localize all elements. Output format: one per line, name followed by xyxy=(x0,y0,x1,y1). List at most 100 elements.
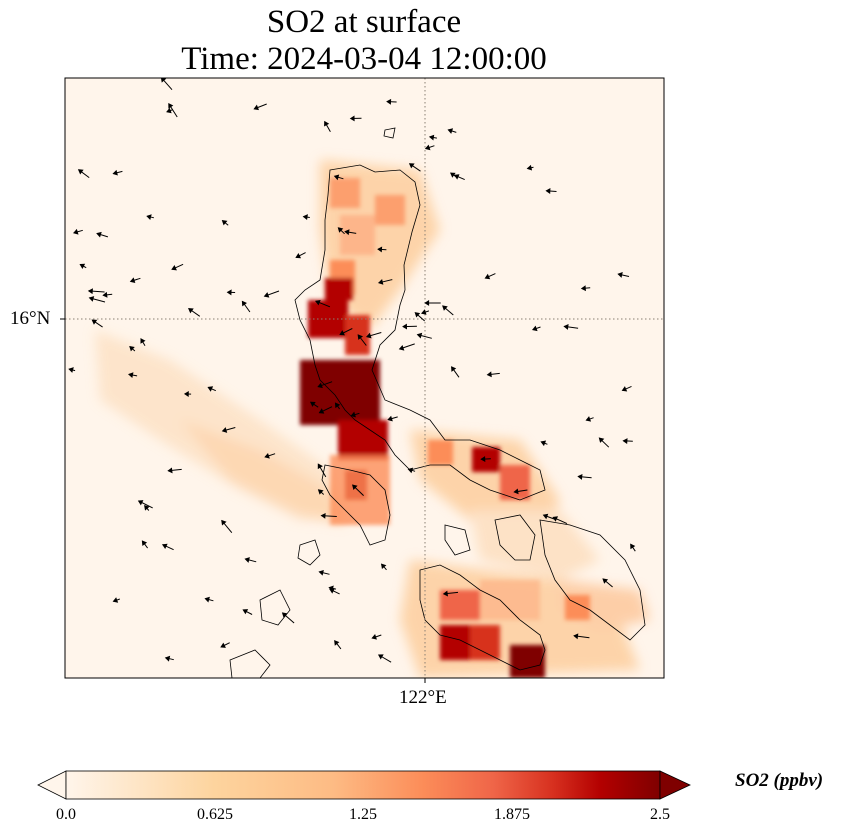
wind-arrow-head xyxy=(128,372,134,379)
wind-arrow-head xyxy=(352,484,358,490)
wind-arrow-head xyxy=(302,214,308,221)
wind-arrow-head xyxy=(416,332,423,339)
colorbar-tick-0: 0.0 xyxy=(56,806,76,823)
wind-arrow-head xyxy=(513,488,519,495)
wind-arrow-head xyxy=(573,633,579,640)
wind-arrow-head xyxy=(91,319,98,325)
wind-arrow-head xyxy=(333,174,340,181)
latitude-tick-label: 16°N xyxy=(10,308,51,329)
wind-arrow-head xyxy=(402,323,408,330)
wind-arrow-head xyxy=(617,272,623,278)
wind-arrow-head xyxy=(428,134,435,141)
wind-arrow-head xyxy=(263,292,270,298)
wind-arrow-head xyxy=(166,107,172,114)
wind-arrow-head xyxy=(526,164,533,171)
wind-arrow-head xyxy=(317,463,323,470)
wind-arrow-head xyxy=(602,578,609,584)
wind-arrow-head xyxy=(168,102,174,109)
wind-arrow-head xyxy=(545,188,551,195)
wind-arrow-head xyxy=(242,609,249,615)
wind-arrow-head xyxy=(380,563,387,570)
wind-arrow-head xyxy=(344,229,350,236)
wind-arrow-head xyxy=(387,415,393,422)
wind-arrow-head xyxy=(226,289,232,296)
wind-arrow-head xyxy=(318,569,324,576)
wind-arrow-head xyxy=(137,500,144,506)
wind-arrow-head xyxy=(96,231,102,238)
wind-arrow-head xyxy=(220,642,226,648)
wind-arrow-head xyxy=(88,296,95,302)
map-title-line1: SO2 at surface xyxy=(266,4,462,40)
wind-arrow-head xyxy=(244,557,250,563)
wind-arrow-head xyxy=(164,655,171,662)
wind-arrow-head xyxy=(371,633,377,640)
wind-arrow-head xyxy=(241,300,247,307)
wind-arrow-head xyxy=(585,416,592,422)
wind-arrow-head xyxy=(377,246,383,253)
wind-arrow-head xyxy=(221,519,227,526)
wind-arrow-head xyxy=(621,386,628,392)
wind-arrow-head xyxy=(552,516,559,522)
wind-arrow-head xyxy=(324,120,330,127)
wind-arrow-head xyxy=(334,402,341,409)
wind-arrow-head xyxy=(531,325,538,332)
wind-arrow-head xyxy=(424,300,430,306)
wind-arrow-head xyxy=(480,456,486,462)
wind-arrow-head xyxy=(339,330,345,336)
wind-arrow-head xyxy=(264,453,270,459)
colorbar-gradient xyxy=(65,770,661,800)
wind-arrow-head xyxy=(204,596,210,603)
colorbar-tick-2: 1.25 xyxy=(349,806,377,823)
wind-arrow-head xyxy=(129,345,135,352)
wind-arrow-head xyxy=(424,144,431,151)
wind-arrow-head xyxy=(398,345,405,351)
map-title-line2: Time: 2024-03-04 12:00:00 xyxy=(181,41,547,77)
wind-arrow-head xyxy=(318,408,325,414)
wind-arrow-head xyxy=(349,115,355,122)
colorbar-tick-3: 1.875 xyxy=(494,806,530,823)
wind-arrow-head xyxy=(140,338,146,344)
wind-arrow-head xyxy=(357,334,364,340)
wind-arrow-head xyxy=(320,512,326,519)
wind-arrow-head xyxy=(314,299,321,306)
wind-arrow-head xyxy=(377,654,384,660)
wind-arrow-head xyxy=(442,305,448,311)
wind-vectors xyxy=(68,78,636,663)
gridlines xyxy=(65,78,664,678)
wind-arrow-head xyxy=(207,386,214,392)
wind-arrow-head xyxy=(144,504,150,511)
wind-arrow-head xyxy=(141,540,148,547)
wind-arrow-head xyxy=(295,252,302,259)
wind-arrow-head xyxy=(442,590,449,597)
wind-arrow-head xyxy=(563,323,569,330)
wind-arrow-head xyxy=(72,228,79,235)
wind-arrow-head xyxy=(309,401,316,407)
wind-arrow-head xyxy=(451,366,457,372)
wind-arrow-head xyxy=(542,513,549,520)
longitude-tick-label: 122°E xyxy=(399,687,447,708)
colorbar-label: SO2 (ppbv) xyxy=(735,770,824,791)
coastlines xyxy=(229,127,646,678)
wind-arrow-head xyxy=(102,291,108,298)
wind-arrow-head xyxy=(221,427,228,433)
wind-arrow-head xyxy=(450,172,456,178)
wind-arrow-head xyxy=(183,391,189,398)
colorbar xyxy=(37,770,691,800)
colorbar-high-extend xyxy=(659,770,691,800)
wind-arrow-head xyxy=(365,332,372,339)
wind-arrow-head xyxy=(161,543,168,550)
wind-arrow-head xyxy=(112,597,119,603)
wind-arrow-head xyxy=(112,169,118,176)
wind-arrow-head xyxy=(77,169,84,175)
colorbar-tick-1: 0.625 xyxy=(197,806,233,823)
wind-arrow-head xyxy=(377,279,384,285)
wind-arrow-head xyxy=(146,214,152,220)
wind-arrow-head xyxy=(447,128,454,134)
colorbar-low-extend xyxy=(37,770,67,800)
colorbar-tick-4: 2.5 xyxy=(650,806,670,823)
wind-arrow-head xyxy=(317,489,324,495)
wind-arrow-head xyxy=(188,308,194,314)
wind-arrow-head xyxy=(328,585,334,592)
wind-arrow-head xyxy=(171,264,177,271)
wind-arrow-head xyxy=(598,437,605,443)
